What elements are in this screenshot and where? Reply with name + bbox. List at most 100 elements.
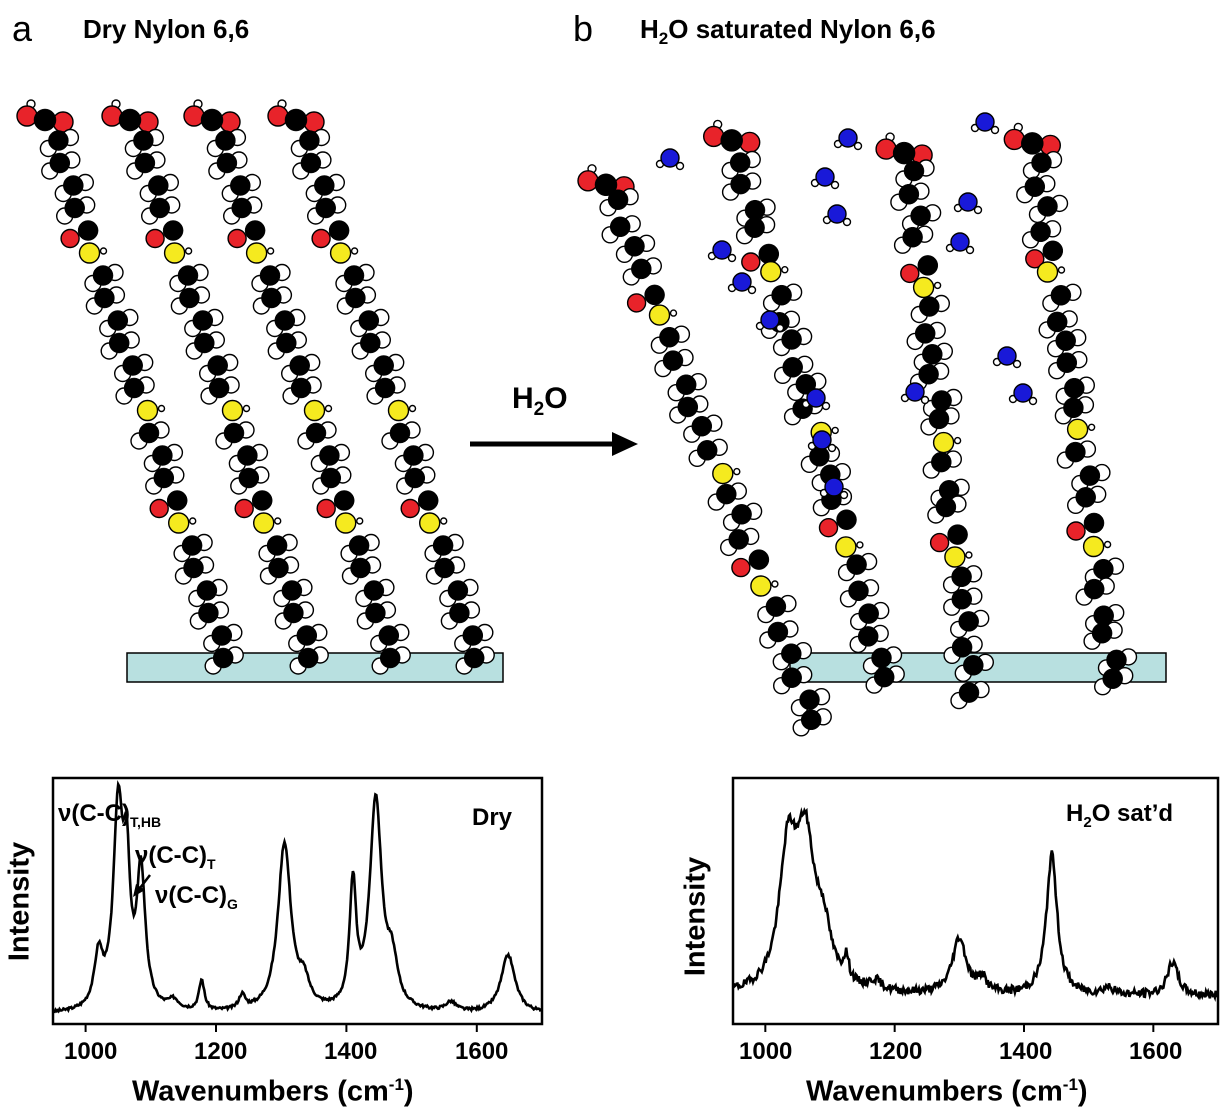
carbon-atom (781, 667, 802, 688)
oxygen-atom (929, 532, 950, 553)
nitrogen-atom (136, 399, 159, 422)
annotation-arrow (133, 874, 151, 897)
oxygen-atom (311, 228, 331, 249)
hydrogen-atom (324, 404, 333, 413)
carbon-atom (200, 108, 224, 132)
carbon-atom (914, 323, 936, 344)
carbon-atom (181, 535, 203, 556)
nitrogen-atom (167, 512, 190, 534)
carbon-atom (358, 310, 380, 331)
carbon-atom (231, 197, 252, 219)
carbon-atom (149, 197, 170, 219)
carbon-atom (947, 524, 968, 545)
oxygen-atom (149, 498, 169, 519)
carbon-atom (207, 355, 228, 376)
carbon-atom (898, 183, 920, 205)
carbon-atom (1063, 397, 1084, 419)
nitrogen-atom (221, 399, 244, 422)
water-hydrogen (821, 401, 831, 411)
carbon-atom (767, 621, 789, 643)
carbon-atom (1056, 352, 1078, 373)
carbon-atom (374, 377, 396, 399)
carbon-atom (1024, 176, 1046, 197)
spectrum-b-frame (731, 776, 1220, 1026)
carbon-atom (379, 647, 401, 669)
hydrogen-atom (356, 517, 364, 525)
carbon-atom (328, 220, 350, 241)
oxygen-atom (731, 557, 751, 578)
hydrogen-atom (1087, 423, 1096, 431)
carbon-atom (259, 265, 281, 286)
panel-a-title: Dry Nylon 6,6 (83, 14, 250, 44)
carbon-atom (212, 647, 234, 669)
tick-a-1400: 1400 (324, 1038, 378, 1065)
spectrum-a-corner-label: Dry (472, 804, 513, 831)
carbon-atom (659, 326, 680, 348)
carbon-atom (64, 197, 85, 219)
water-oxygen (732, 272, 752, 292)
carbon-atom (417, 490, 439, 511)
carbon-atom (177, 265, 199, 286)
nitrogen-atom (253, 512, 275, 534)
carbon-atom (63, 175, 84, 196)
carbon-atom (238, 467, 260, 489)
nitrogen-atom (1082, 535, 1105, 558)
water-oxygen (958, 192, 978, 212)
carbon-atom (1050, 285, 1072, 306)
carbon-atom (462, 625, 484, 646)
carbon-atom (290, 377, 312, 399)
carbon-atom (211, 625, 233, 646)
spectrum-a-ticks (84, 1024, 478, 1032)
water-hydrogen (675, 161, 685, 171)
oxygen-atom (234, 498, 254, 519)
nitrogen-atom (245, 242, 268, 264)
carbon-atom (48, 130, 69, 151)
carbon-atom (696, 440, 718, 461)
water-hydrogen (920, 395, 930, 405)
oxygen-atom (227, 228, 247, 249)
carbon-atom (138, 422, 160, 444)
carbon-atom (1079, 465, 1101, 486)
carbon-atom (857, 626, 879, 647)
carbon-atom (730, 173, 751, 195)
carbon-atom (1037, 196, 1058, 217)
carbon-atom (373, 355, 394, 376)
panel-a-letter: a (12, 8, 33, 49)
carbon-atom (194, 332, 215, 354)
carbon-atom (447, 580, 469, 601)
water-hydrogen (990, 125, 1000, 135)
carbon-atom (644, 284, 665, 306)
carbon-atom (389, 422, 411, 444)
carbon-atom (631, 258, 652, 280)
hydrogen-atom (274, 517, 282, 525)
spectrum-b-xlabel: Wavenumbers (cm-1) (806, 1075, 1088, 1108)
hydrogen-atom (408, 404, 417, 413)
carbon-atom (771, 284, 792, 306)
carbon-atom (1083, 512, 1105, 534)
water-oxygen (806, 388, 826, 408)
hydrogen-atom (1103, 540, 1112, 549)
nitrogen-atom (912, 276, 935, 299)
spectrum-b-line (732, 807, 1218, 1003)
carbon-atom (432, 535, 454, 556)
carbon-atom (208, 377, 230, 399)
wet-nylon-chains (577, 112, 1138, 737)
carbon-atom (848, 580, 869, 602)
carbon-atom (94, 287, 115, 309)
carbon-atom (261, 287, 282, 309)
water-hydrogen (830, 180, 840, 190)
carbon-atom (107, 310, 129, 331)
oxygen-atom (577, 170, 599, 192)
carbon-atom (215, 130, 236, 151)
nitrogen-atom (335, 512, 357, 534)
oxygen-atom (16, 105, 38, 127)
carbon-atom (935, 496, 957, 518)
carbon-atom (1083, 578, 1105, 600)
nitrogen-atom (1066, 418, 1089, 440)
nitrogen-atom (932, 431, 955, 454)
carbon-atom (230, 175, 251, 196)
tick-b-1600: 1600 (1129, 1038, 1183, 1065)
carbon-atom (758, 243, 780, 265)
water-oxygen (824, 477, 844, 497)
hydrogen-atom (965, 551, 973, 559)
